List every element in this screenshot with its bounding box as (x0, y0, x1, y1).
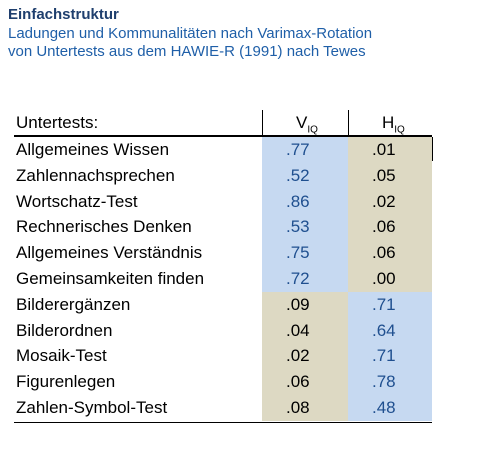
column-subscript: IQ (307, 124, 318, 136)
rule (14, 421, 432, 424)
value: .78 (372, 372, 396, 392)
value: .06 (286, 372, 310, 392)
header-label: Untertests: (16, 113, 99, 132)
table-row: Allgemeines Verständnis .75 .06 (14, 240, 432, 267)
column-rule (262, 110, 263, 136)
value: .86 (286, 191, 310, 211)
value: .71 (372, 294, 396, 314)
value: .09 (286, 294, 310, 314)
value-cell: .09 (262, 291, 348, 318)
table-row: Figurenlegen .06 .78 (14, 369, 432, 396)
value: .52 (286, 165, 310, 185)
subtitle: von Untertests aus dem HAWIE-R (1991) na… (8, 43, 366, 60)
column-rule (348, 110, 349, 136)
column-header: VIQ (296, 113, 318, 135)
value-cell: .77 (262, 137, 348, 163)
column-subscript: IQ (394, 124, 405, 136)
row-label: Zahlennachsprechen (16, 165, 175, 185)
table-row: Allgemeines Wissen .77 .01 (14, 137, 432, 163)
value-cell: .52 (262, 162, 348, 189)
value: .05 (372, 165, 396, 185)
table-row: Zahlennachsprechen .52 .05 (14, 162, 432, 189)
table-row: Bilderergänzen .09 .71 (14, 291, 432, 318)
column-header: HIQ (382, 113, 405, 135)
row-label: Mosaik-Test (16, 346, 107, 366)
value: .04 (286, 320, 310, 340)
value-cell: .78 (348, 369, 432, 396)
row-label: Wortschatz-Test (16, 191, 138, 211)
row-label: Bilderergänzen (16, 294, 131, 314)
value-cell: .75 (262, 240, 348, 267)
value: .02 (286, 346, 310, 366)
value-cell: .64 (348, 317, 432, 344)
table-row: Gemeinsamkeiten finden .72 .00 (14, 266, 432, 292)
row-label: Zahlen-Symbol-Test (16, 398, 168, 417)
value: .02 (372, 191, 396, 211)
value: .72 (286, 269, 310, 288)
value-cell: .72 (262, 266, 348, 292)
value-cell: .06 (348, 214, 432, 241)
value: .71 (372, 346, 396, 366)
value-cell: .00 (348, 266, 432, 292)
row-label: Allgemeines Verständnis (16, 243, 203, 263)
column-rule (432, 137, 433, 161)
row-label: Figurenlegen (16, 372, 116, 392)
row-label: Allgemeines Wissen (16, 140, 170, 159)
value-cell: .71 (348, 291, 432, 318)
value: .01 (372, 140, 396, 159)
row-label: Bilderordnen (16, 320, 113, 340)
table-row: Wortschatz-Test .86 .02 (14, 188, 432, 215)
table-row: Mosaik-Test .02 .71 (14, 343, 432, 370)
value-cell: .71 (348, 343, 432, 370)
value: .64 (372, 320, 396, 340)
rule (14, 135, 432, 137)
value-cell: .86 (262, 188, 348, 215)
value-cell: .06 (262, 369, 348, 396)
value: .48 (372, 398, 396, 417)
table-row: Zahlen-Symbol-Test .08 .48 (14, 395, 432, 421)
value-cell: .05 (348, 162, 432, 189)
column-letter: H (382, 113, 395, 132)
value: .00 (372, 269, 396, 288)
title: Einfachstruktur (8, 6, 119, 23)
value: .08 (286, 398, 310, 417)
value-cell: .08 (262, 395, 348, 421)
value: .53 (286, 217, 310, 237)
value: .06 (372, 243, 396, 263)
row-label: Gemeinsamkeiten finden (16, 269, 205, 288)
header-cell: HIQ (348, 110, 432, 136)
value-cell: .04 (262, 317, 348, 344)
row-label: Rechnerisches Denken (16, 217, 192, 237)
value-cell: .02 (348, 188, 432, 215)
value-cell: .53 (262, 214, 348, 241)
value-cell: .01 (348, 137, 432, 163)
table-row: Rechnerisches Denken .53 .06 (14, 214, 432, 241)
header-cell: VIQ (262, 110, 348, 136)
column-letter: V (296, 113, 308, 132)
value-cell: .02 (262, 343, 348, 370)
table-row: Bilderordnen .04 .64 (14, 317, 432, 344)
value: .06 (372, 217, 396, 237)
value-cell: .06 (348, 240, 432, 267)
value: .75 (286, 243, 310, 263)
value: .77 (286, 140, 310, 159)
subtitle: Ladungen und Kommunalitäten nach Varimax… (8, 25, 373, 42)
header-row: Untertests: VIQ HIQ (14, 110, 432, 136)
value-cell: .48 (348, 395, 432, 421)
